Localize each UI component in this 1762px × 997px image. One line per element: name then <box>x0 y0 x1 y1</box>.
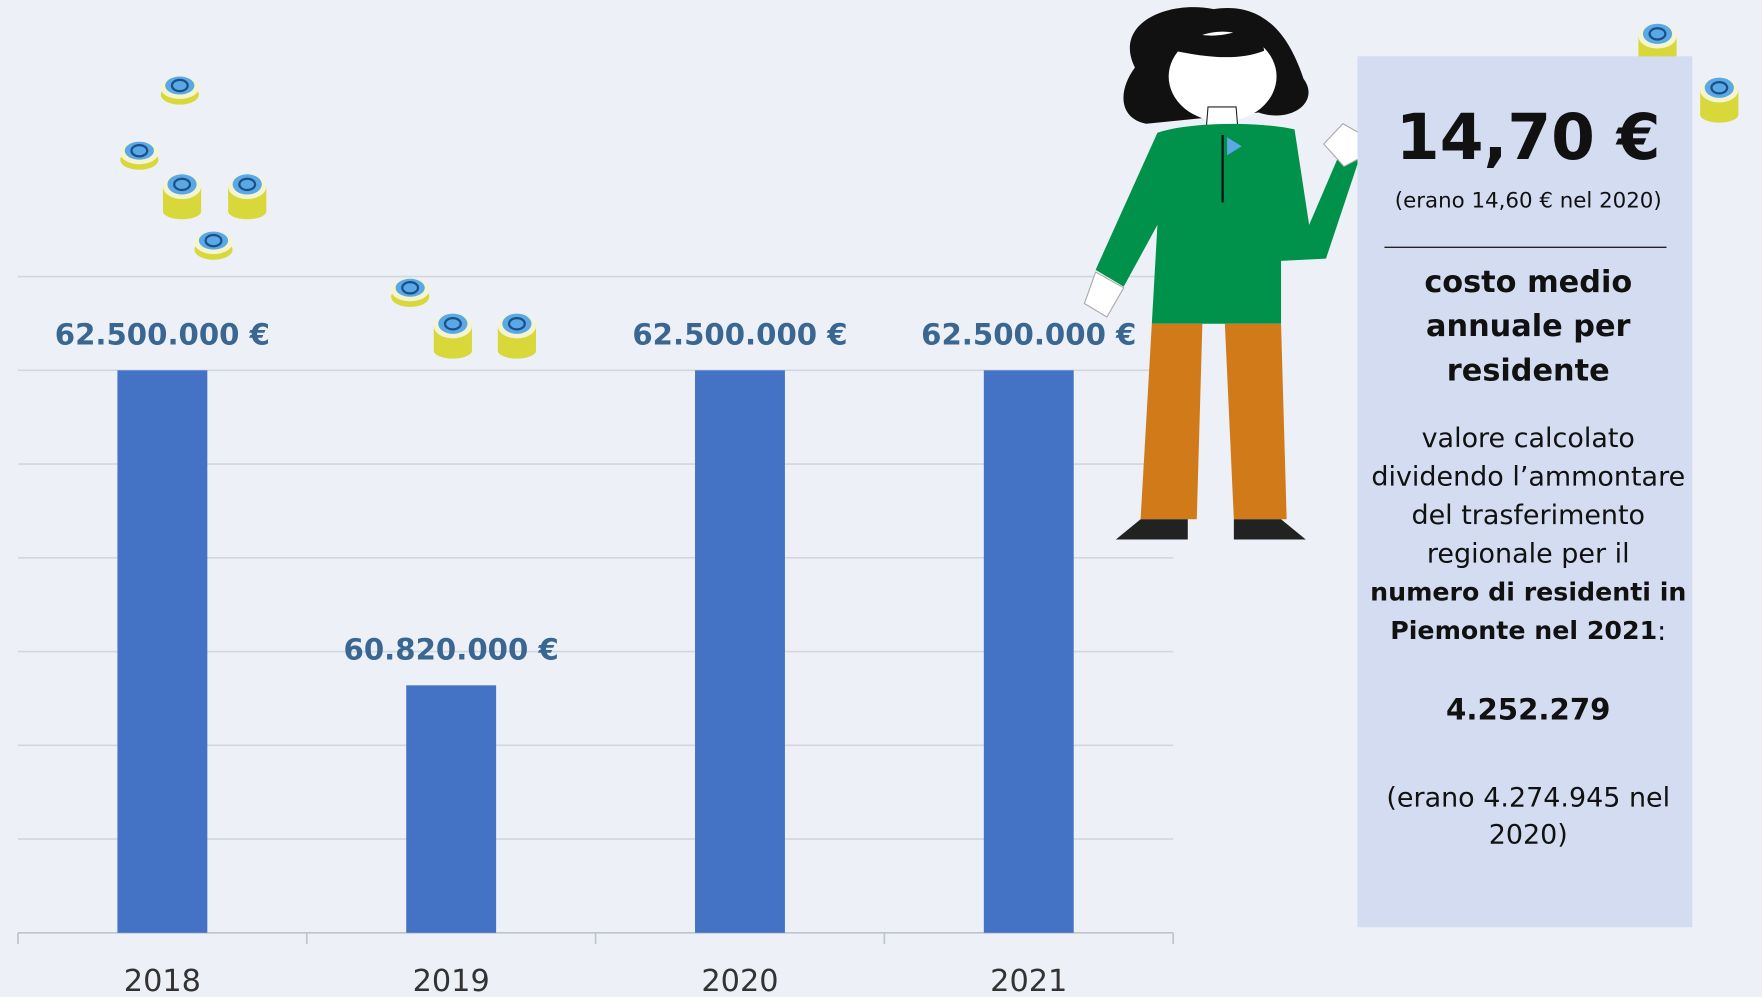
bar <box>984 370 1074 933</box>
panel-note-end: : <box>1657 616 1666 647</box>
x-tick-label: 2020 <box>701 964 778 997</box>
value-label: 60.820.000 € <box>344 633 559 667</box>
panel-note: del trasferimento <box>1411 500 1645 531</box>
coin-icon <box>161 77 199 105</box>
panel-note: regionale per il <box>1427 539 1630 570</box>
panel-previous: (erano 14,60 € nel 2020) <box>1395 188 1662 213</box>
plot-area: 2018 62.500.000 € 2019 60.820.000 € 2020 62.5… <box>18 277 1173 997</box>
value-label: 62.500.000 € <box>921 318 1136 352</box>
coin-icon <box>391 279 429 307</box>
x-tick-label: 2018 <box>124 964 201 997</box>
panel-residents: 4.252.279 <box>1446 692 1610 726</box>
panel-heading: costo medio <box>1424 265 1632 300</box>
coin-icon <box>498 314 536 359</box>
coin-icon <box>228 174 266 219</box>
bar <box>695 370 785 933</box>
coin-icon <box>1700 78 1738 123</box>
value-label: 62.500.000 € <box>55 318 270 352</box>
bar <box>406 685 496 933</box>
panel-heading: annuale per <box>1426 309 1631 344</box>
panel-note: valore calcolato <box>1422 423 1635 454</box>
panel-note-line: Piemonte nel 2021: <box>1390 616 1666 647</box>
panel-note-bold: Piemonte nel 2021 <box>1390 616 1657 645</box>
bar <box>117 370 207 933</box>
panel-value: 14,70 € <box>1396 101 1661 174</box>
coin-icon <box>194 232 232 260</box>
panel-residents-previous: (erano 4.274.945 nel <box>1386 783 1670 814</box>
panel-heading: residente <box>1447 354 1610 389</box>
coin-icon <box>163 174 201 219</box>
page: 2018 62.500.000 € 2019 60.820.000 € 2020 62.5… <box>0 0 1762 997</box>
coin-icon <box>434 314 472 359</box>
panel-note-line: numero di residenti in <box>1370 578 1686 607</box>
value-label: 62.500.000 € <box>632 318 847 352</box>
panel-note-bold: numero di residenti in <box>1370 578 1686 607</box>
chart: 2018 62.500.000 € 2019 60.820.000 € 2020 62.5… <box>0 0 1762 997</box>
coin-icon <box>120 142 158 170</box>
person-illustration <box>1084 7 1373 539</box>
panel-note: dividendo l’ammontare <box>1371 462 1685 493</box>
panel-residents-previous: 2020) <box>1489 820 1568 851</box>
x-tick-label: 2021 <box>990 964 1067 997</box>
x-tick-label: 2019 <box>413 964 490 997</box>
